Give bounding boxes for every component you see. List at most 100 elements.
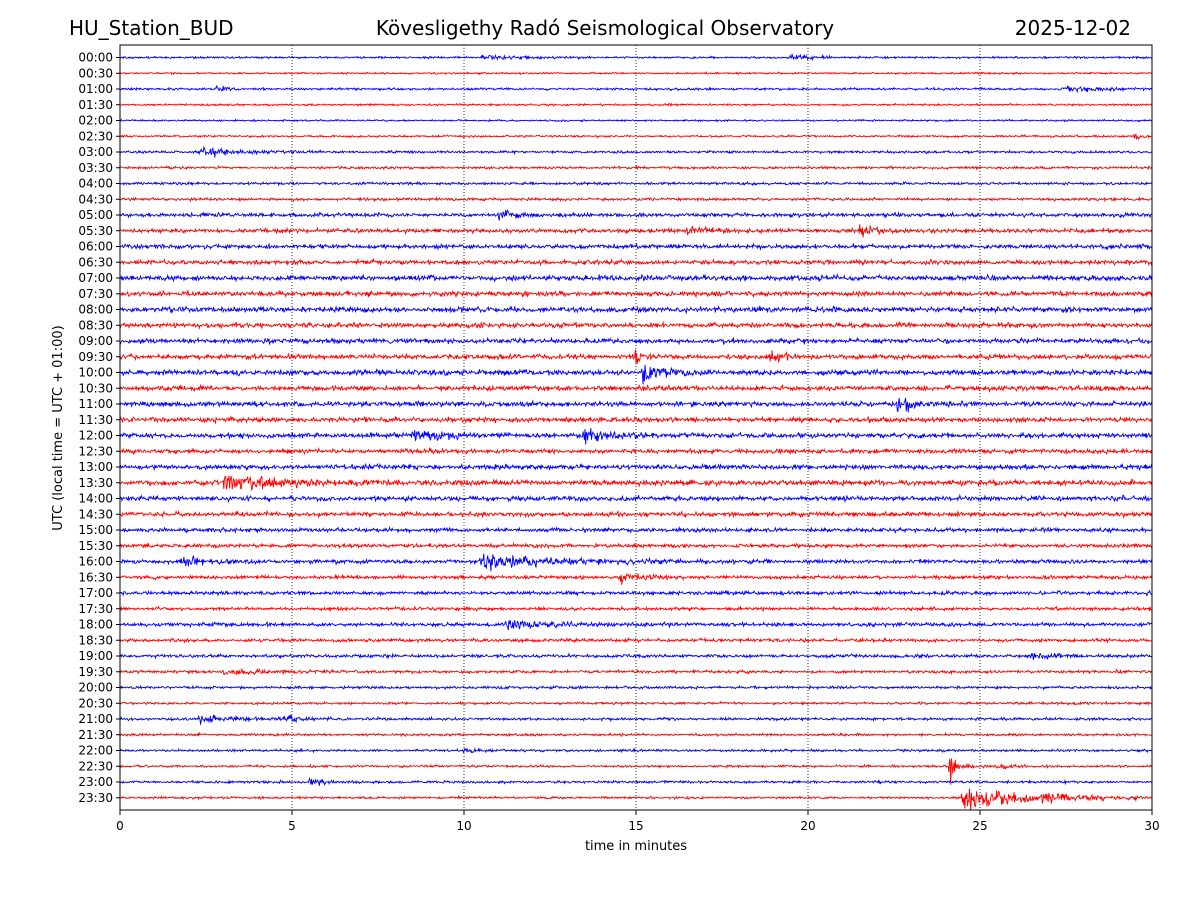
- y-tick-label: 19:30: [78, 665, 113, 679]
- y-tick-label: 15:00: [78, 523, 113, 537]
- chart-title: Kövesligethy Radó Seismological Observat…: [376, 16, 834, 40]
- trace-2330: [120, 788, 1152, 810]
- trace-0530: [120, 224, 1152, 238]
- trace-0400: [120, 180, 1152, 187]
- trace-1530: [120, 541, 1152, 550]
- y-tick-label: 22:00: [78, 744, 113, 758]
- y-tick-label: 10:30: [78, 381, 113, 395]
- y-axis-label: UTC (local time = UTC + 01:00): [51, 325, 66, 530]
- trace-2030: [120, 700, 1152, 707]
- y-tick-label: 04:30: [78, 192, 113, 206]
- trace-0700: [120, 272, 1152, 283]
- y-tick-label: 07:30: [78, 287, 113, 301]
- y-tick-label: 17:00: [78, 586, 113, 600]
- y-tick-label: 15:30: [78, 539, 113, 553]
- y-tick-label: 06:00: [78, 240, 113, 254]
- trace-0100: [120, 84, 1152, 94]
- trace-2200: [120, 746, 1152, 755]
- y-tick-label: 14:30: [78, 507, 113, 521]
- y-tick-label: 22:30: [78, 759, 113, 773]
- y-tick-label: 16:00: [78, 555, 113, 569]
- y-tick-label: 13:00: [78, 460, 113, 474]
- trace-2300: [120, 776, 1152, 786]
- y-tick-label: 23:30: [78, 791, 113, 805]
- trace-1000: [120, 364, 1152, 385]
- trace-0000: [120, 52, 1152, 62]
- x-tick-label: 20: [800, 819, 815, 833]
- trace-1700: [120, 589, 1152, 597]
- y-tick-label: 18:00: [78, 618, 113, 632]
- trace-2000: [120, 684, 1152, 691]
- y-tick-label: 12:30: [78, 444, 113, 458]
- x-axis-label: time in minutes: [585, 839, 687, 854]
- y-tick-label: 05:30: [78, 224, 113, 238]
- trace-0130: [120, 102, 1152, 107]
- x-tick-label: 15: [628, 819, 643, 833]
- trace-1200: [120, 428, 1152, 445]
- y-tick-label: 01:30: [78, 98, 113, 112]
- trace-1930: [120, 667, 1152, 676]
- trace-2100: [120, 714, 1152, 725]
- y-tick-label: 21:30: [78, 728, 113, 742]
- trace-0430: [120, 195, 1152, 203]
- y-tick-label: 14:00: [78, 492, 113, 506]
- y-tick-label: 03:00: [78, 145, 113, 159]
- y-tick-label: 11:00: [78, 397, 113, 411]
- trace-0500: [120, 209, 1152, 221]
- trace-1630: [120, 573, 1152, 585]
- y-tick-label: 06:30: [78, 255, 113, 269]
- trace-1830: [120, 636, 1152, 644]
- y-tick-label: 08:30: [78, 318, 113, 332]
- trace-0230: [120, 133, 1152, 140]
- trace-1300: [120, 462, 1152, 472]
- trace-0800: [120, 304, 1152, 315]
- y-tick-label: 20:30: [78, 696, 113, 710]
- y-tick-label: 21:00: [78, 712, 113, 726]
- trace-2230: [120, 758, 1152, 785]
- y-tick-label: 11:30: [78, 413, 113, 427]
- trace-0600: [120, 242, 1152, 251]
- x-tick-label: 10: [456, 819, 471, 833]
- y-tick-label: 13:30: [78, 476, 113, 490]
- y-tick-label: 12:00: [78, 429, 113, 443]
- trace-0830: [120, 320, 1152, 330]
- y-tick-label: 09:00: [78, 334, 113, 348]
- trace-0630: [120, 257, 1152, 267]
- trace-1600: [120, 553, 1152, 572]
- chart-date: 2025-12-02: [1015, 16, 1131, 40]
- y-tick-label: 07:00: [78, 271, 113, 285]
- y-tick-label: 23:00: [78, 775, 113, 789]
- trace-0030: [120, 71, 1152, 76]
- x-tick-label: 30: [1144, 819, 1159, 833]
- x-tick-label: 5: [288, 819, 296, 833]
- y-tick-label: 02:30: [78, 129, 113, 143]
- trace-1100: [120, 397, 1152, 413]
- seismic-traces: [120, 52, 1152, 810]
- trace-1500: [120, 525, 1152, 535]
- x-tick-label: 25: [972, 819, 987, 833]
- y-tick-label: 03:30: [78, 161, 113, 175]
- trace-1900: [120, 652, 1152, 660]
- y-tick-label: 02:00: [78, 114, 113, 128]
- y-tick-label: 05:00: [78, 208, 113, 222]
- trace-0900: [120, 336, 1152, 346]
- y-tick-label: 19:00: [78, 649, 113, 663]
- trace-1730: [120, 605, 1152, 613]
- y-tick-label: 08:00: [78, 303, 113, 317]
- trace-0200: [120, 118, 1152, 123]
- y-tick-label: 18:30: [78, 633, 113, 647]
- trace-1400: [120, 493, 1152, 504]
- y-tick-label: 20:00: [78, 681, 113, 695]
- y-tick-label: 17:30: [78, 602, 113, 616]
- trace-1230: [120, 446, 1152, 456]
- station-name: HU_Station_BUD: [69, 16, 234, 40]
- trace-1330: [120, 475, 1152, 491]
- trace-0330: [120, 164, 1152, 171]
- y-tick-label: 00:00: [78, 51, 113, 65]
- trace-2130: [120, 731, 1152, 738]
- trace-1800: [120, 620, 1152, 631]
- y-tick-label: 10:00: [78, 366, 113, 380]
- y-tick-label: 00:30: [78, 66, 113, 80]
